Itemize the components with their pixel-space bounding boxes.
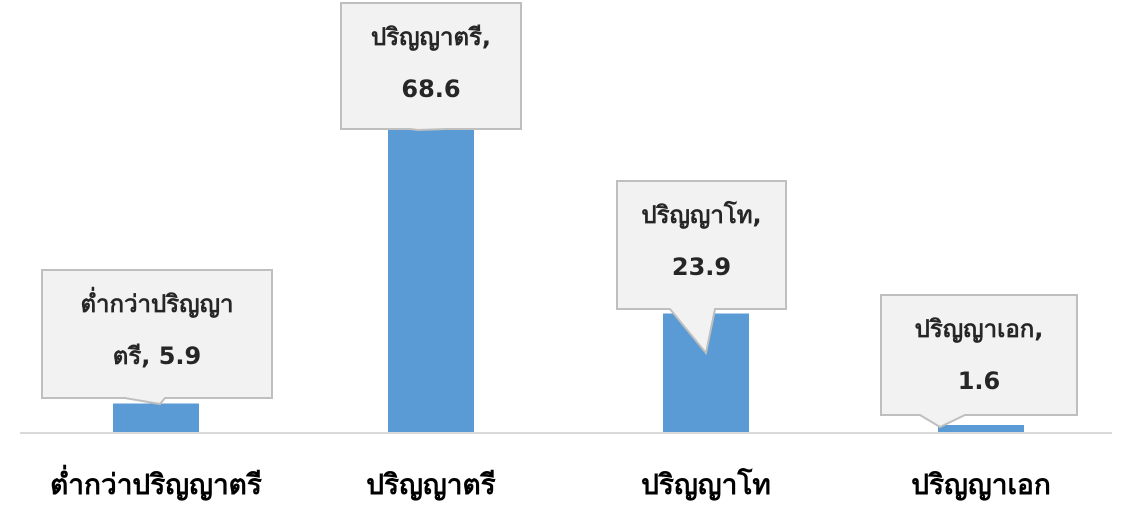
callouts-layer: ต่ำกว่าปริญญาตรี, 5.9ปริญญาตรี,68.6ปริญญ…: [41, 2, 1078, 429]
bar-bachelor: [388, 90, 474, 433]
data-label-line: ต่ำกว่าปริญญา: [80, 286, 233, 318]
data-label-line: ปริญญาเอก,: [915, 315, 1044, 343]
x-tick-label-master: ปริญญาโท: [641, 467, 771, 501]
bar-below-bachelor: [113, 403, 199, 433]
callout-box: [340, 2, 522, 132]
data-label-callout-doctorate: ปริญญาเอก, 1.6: [880, 294, 1078, 429]
data-label-callout-bachelor: ปริญญาตรี, 68.6: [340, 2, 522, 132]
data-label-line: ปริญญาตรี,: [371, 23, 491, 51]
bars-layer: [113, 90, 1024, 433]
bar-doctorate: [938, 425, 1024, 433]
data-label-line: 1.6: [958, 367, 1001, 395]
data-label-line: 23.9: [672, 253, 731, 281]
data-label-line: ตรี, 5.9: [113, 342, 201, 370]
callout-box: [616, 180, 787, 356]
x-tick-label-below-bachelor: ต่ำกว่าปริญญาตรี: [50, 464, 262, 501]
callout-box: [41, 269, 273, 406]
x-tick-label-doctorate: ปริญญาเอก: [911, 468, 1051, 501]
tick-labels-layer: ต่ำกว่าปริญญาตรี ปริญญาตรี ปริญญาโท ปริญญาเ…: [50, 464, 1051, 501]
x-tick-label-bachelor: ปริญญาตรี: [366, 468, 495, 501]
data-label-callout-below-bachelor: ต่ำกว่าปริญญาตรี, 5.9: [41, 269, 273, 406]
callout-box: [880, 294, 1078, 429]
data-label-line: ปริญญาโท,: [641, 200, 761, 229]
data-label-line: 68.6: [401, 75, 460, 103]
data-label-callout-master: ปริญญาโท, 23.9: [616, 180, 787, 356]
